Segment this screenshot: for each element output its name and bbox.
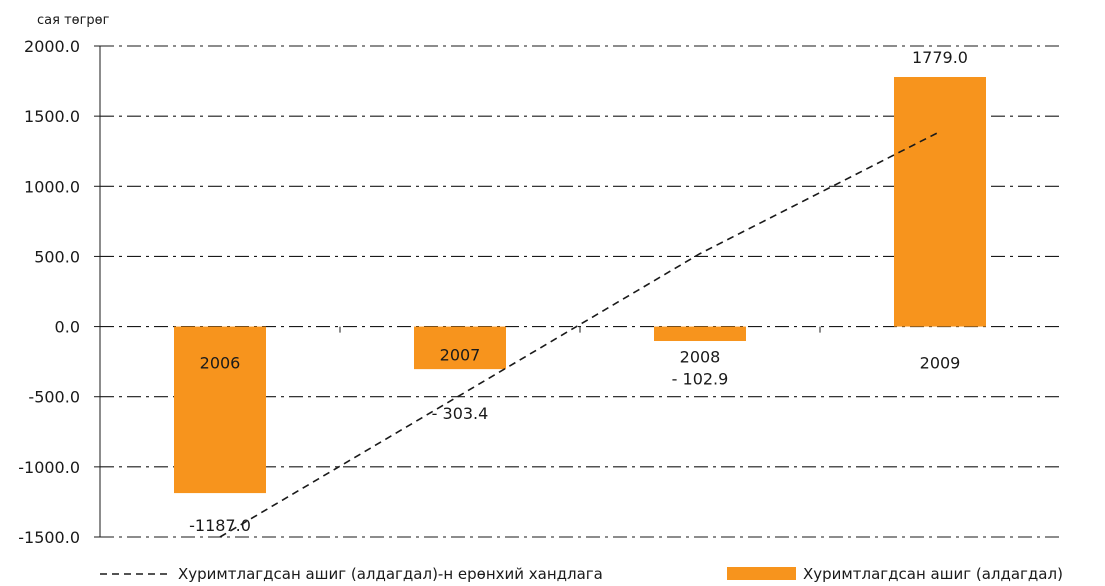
bars [174,77,986,494]
y-tick-label: 0.0 [55,318,80,337]
y-tick-label: 1500.0 [24,107,80,126]
legend-bar-label: Хуримтлагдсан ашиг (алдагдал) [803,565,1063,583]
value-label: 1779.0 [912,48,968,67]
y-tick-label: -1500.0 [18,528,80,547]
y-tick-label: 2000.0 [24,37,80,56]
value-label: -1187.0 [189,516,251,535]
bar [174,326,266,494]
category-label: 2007 [440,346,481,365]
y-tick-label: -1000.0 [18,458,80,477]
y-tick-label: -500.0 [28,388,80,407]
y-tick-label: 500.0 [34,247,80,266]
legend-bar-swatch [727,567,796,580]
y-axis-unit-label: сая төгрөг [37,13,110,28]
y-tick-label: 1000.0 [24,177,80,196]
bar [654,326,746,342]
category-label: 2009 [920,354,961,373]
y-axis: 2000.0 1500.0 1000.0 500.0 0.0 -500.0 -1000.0 -… [18,37,821,547]
category-label: 2006 [200,354,241,373]
category-label: 2008 [680,348,721,367]
bar [414,326,506,370]
trend-line [219,130,941,538]
legend-trend-label: Хуримтлагдсан ашиг (алдагдал)-н ерөнхий … [178,565,603,583]
value-label: - 102.9 [672,370,729,389]
bar [894,77,986,327]
trend-line-path [219,130,941,538]
legend: Хуримтлагдсан ашиг (алдагдал)-н ерөнхий … [100,565,1063,583]
data-labels: 2006 -1187.0 2007 - 303.4 2008 - 102.9 2009 177… [189,48,968,535]
value-label: - 303.4 [432,404,489,423]
